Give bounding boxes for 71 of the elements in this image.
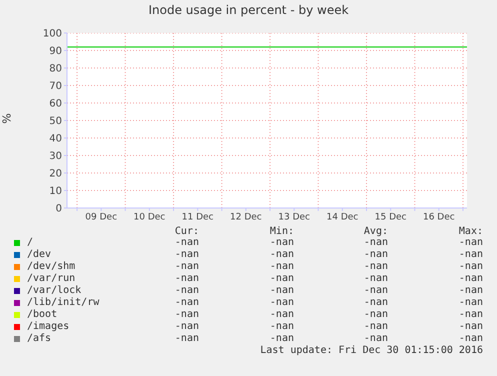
y-tick-label: 40 [49, 134, 62, 145]
text: -nan [364, 273, 388, 284]
text: -nan [458, 333, 483, 344]
y-tick-label: 100 [42, 28, 62, 40]
text: -nan [270, 297, 294, 308]
x-tick-label: 13 Dec [278, 212, 310, 222]
legend-label: /afs [27, 333, 52, 344]
y-tick-label: 20 [49, 168, 62, 180]
text: -nan [174, 333, 199, 344]
text: -nan [174, 285, 199, 296]
x-tick-label: 09 Dec [85, 212, 118, 222]
text: -nan [270, 249, 294, 260]
y-tick-label: 10 [49, 186, 62, 198]
text: -nan [458, 261, 483, 272]
legend-label: /lib/init/rw [27, 297, 100, 308]
x-tick-label: 16 Dec [422, 212, 455, 222]
text: -nan [364, 285, 388, 296]
text: -nan [364, 321, 388, 332]
text: -nan [364, 333, 388, 344]
text: -nan [270, 333, 294, 344]
text: Avg: [364, 226, 388, 237]
legend-label: / [27, 237, 34, 248]
text: -nan [174, 237, 199, 248]
text: -nan [174, 249, 199, 260]
legend-label: /dev/shm [27, 261, 76, 272]
text: -nan [458, 249, 483, 260]
text: -nan [174, 297, 199, 308]
x-tick-label: 12 Dec [230, 212, 262, 222]
text: -nan [364, 309, 388, 320]
text: -nan [270, 261, 294, 272]
text: Min: [270, 226, 294, 237]
x-tick-label: 10 Dec [134, 212, 166, 222]
text: -nan [174, 261, 199, 272]
text: Cur: [174, 226, 199, 237]
y-tick-label: 70 [49, 81, 62, 92]
text: -nan [270, 321, 294, 332]
text: -nan [270, 285, 294, 296]
text: -nan [270, 237, 294, 248]
y-axis-title: % [0, 113, 14, 124]
text: -nan [364, 249, 388, 260]
x-tick-label: 14 Dec [326, 212, 358, 222]
text: Max: [458, 226, 483, 237]
text: -nan [364, 297, 388, 308]
text: -nan [458, 321, 483, 332]
y-tick-label: 60 [49, 98, 62, 110]
y-tick-label: 50 [49, 116, 62, 128]
legend-label: /var/run [27, 273, 76, 284]
legend-label: /images [27, 321, 70, 332]
text: -nan [364, 261, 388, 272]
text: -nan [458, 237, 483, 248]
x-tick-label: 15 Dec [374, 212, 407, 222]
text: -nan [270, 273, 294, 284]
y-tick-label: 30 [49, 151, 62, 162]
text: -nan [364, 237, 388, 248]
text: -nan [174, 273, 199, 284]
text: -nan [174, 309, 199, 320]
x-tick-label: 11 Dec [182, 212, 214, 222]
text: -nan [174, 321, 199, 332]
legend-label: /boot [27, 309, 58, 320]
text: -nan [458, 285, 483, 296]
legend-label: /var/lock [27, 285, 82, 296]
chart-title: Inode usage in percent - by week [147, 3, 350, 17]
y-tick-label: 90 [49, 46, 62, 58]
text: -nan [458, 309, 483, 320]
text: -nan [458, 297, 483, 308]
y-tick-label: 80 [49, 64, 62, 75]
text: -nan [458, 273, 483, 284]
legend-label: /dev [27, 249, 52, 260]
text: -nan [270, 309, 294, 320]
y-tick-label: 0 [56, 204, 62, 215]
text: Last update: Fri Dec 30 01:15:00 2016 [260, 345, 483, 356]
